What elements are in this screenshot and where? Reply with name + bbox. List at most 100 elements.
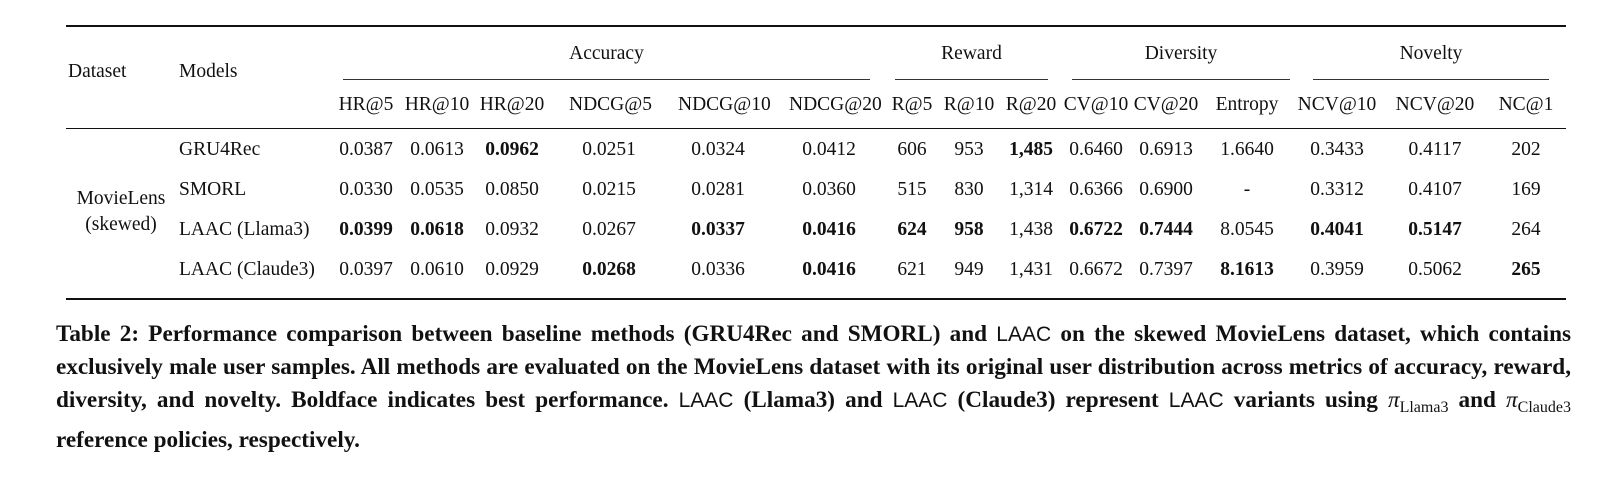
table-cell: 515 <box>897 179 927 200</box>
caption-laac: LAAC <box>678 389 734 412</box>
table-cell: 621 <box>897 259 927 280</box>
table-cell: 0.7444 <box>1139 219 1193 240</box>
table-cell: 830 <box>954 179 984 200</box>
caption-text: on the skewed MovieLens dataset, which c… <box>56 321 1571 413</box>
table-cell: 0.0932 <box>485 219 539 240</box>
table-cell: 0.0416 <box>802 219 856 240</box>
caption-pi-symbol: π <box>1506 387 1518 413</box>
table-cell: 0.4107 <box>1408 179 1462 200</box>
table-cell: 1,314 <box>1009 179 1053 200</box>
table-cell: 202 <box>1511 139 1541 160</box>
table-cell: 1.6640 <box>1220 139 1274 160</box>
caption-laac: LAAC <box>892 389 948 412</box>
table-cell: 0.0397 <box>339 259 393 280</box>
model-name: LAAC (Claude3) <box>179 259 315 280</box>
table-bottom-rule <box>66 298 1566 300</box>
metric-header: NCV@10 <box>1297 94 1377 115</box>
group-rule-reward <box>895 79 1048 80</box>
caption-subscript: Claude3 <box>1517 399 1571 416</box>
caption-pi-symbol: π <box>1387 387 1400 413</box>
group-header-diversity: Diversity <box>1144 43 1218 64</box>
table-cell: 169 <box>1511 179 1541 200</box>
group-header-novelty: Novelty <box>1399 43 1463 64</box>
metric-header: HR@10 <box>404 94 470 115</box>
table-cell: 0.0360 <box>802 179 856 200</box>
table-top-rule <box>66 25 1566 27</box>
group-rule-novelty <box>1313 79 1549 80</box>
caption-text: variants using <box>1223 387 1388 413</box>
table-cell: 0.0251 <box>582 139 636 160</box>
metric-header: NC@1 <box>1498 94 1554 115</box>
table-cell: 0.0610 <box>410 259 464 280</box>
table-header-rule <box>66 128 1566 130</box>
table-cell: 1,431 <box>1009 259 1053 280</box>
table-cell: 958 <box>954 219 984 240</box>
table-cell: 8.1613 <box>1220 259 1274 280</box>
metric-header: Entropy <box>1215 94 1279 115</box>
table-cell: 0.3312 <box>1310 179 1364 200</box>
metric-header: R@10 <box>943 94 995 115</box>
caption-laac: LAAC <box>1168 389 1224 412</box>
table-cell: 0.0215 <box>582 179 636 200</box>
metric-header: NDCG@20 <box>789 94 882 115</box>
metric-header: NDCG@10 <box>678 94 771 115</box>
dataset-header: Dataset <box>68 61 127 82</box>
metric-header: R@5 <box>891 94 933 115</box>
table-cell: 953 <box>954 139 984 160</box>
group-rule-accuracy <box>343 79 870 80</box>
table-cell: 0.6722 <box>1069 219 1123 240</box>
table-cell: 0.0412 <box>802 139 856 160</box>
table-cell: 0.0337 <box>691 219 745 240</box>
group-header-reward: Reward <box>941 43 1002 64</box>
table-cell: 0.3433 <box>1310 139 1364 160</box>
table-cell: 0.5147 <box>1408 219 1462 240</box>
models-header: Models <box>179 61 238 82</box>
table-cell: 0.6366 <box>1069 179 1123 200</box>
table-cell: 265 <box>1511 259 1541 280</box>
group-rule-diversity <box>1072 79 1290 80</box>
table-cell: 0.0618 <box>410 219 464 240</box>
dataset-name: MovieLens <box>76 188 166 209</box>
table-cell: 0.0281 <box>691 179 745 200</box>
table-cell: 1,485 <box>1009 139 1053 160</box>
table-cell: 1,438 <box>1009 219 1053 240</box>
metric-header: R@20 <box>1005 94 1057 115</box>
table-cell: - <box>1243 179 1251 200</box>
table-cell: 0.0613 <box>410 139 464 160</box>
metric-header: NCV@20 <box>1395 94 1475 115</box>
caption-text: reference policies, respectively. <box>56 427 360 453</box>
table-cell: 0.7397 <box>1139 259 1193 280</box>
table-cell: 0.4041 <box>1310 219 1364 240</box>
table-cell: 0.6900 <box>1139 179 1193 200</box>
table-cell: 8.0545 <box>1220 219 1274 240</box>
table-cell: 0.4117 <box>1408 139 1462 160</box>
table-cell: 0.0267 <box>582 219 636 240</box>
table-caption: Table 2: Performance comparison between … <box>56 318 1571 457</box>
metric-header: CV@20 <box>1133 94 1199 115</box>
caption-text: (Llama3) and <box>733 387 893 413</box>
table-cell: 0.6460 <box>1069 139 1123 160</box>
table-cell: 0.6913 <box>1139 139 1193 160</box>
model-name: GRU4Rec <box>179 139 261 160</box>
table-cell: 0.5062 <box>1408 259 1462 280</box>
metric-header: HR@20 <box>479 94 545 115</box>
metric-header: HR@5 <box>338 94 394 115</box>
table-cell: 0.0324 <box>691 139 745 160</box>
table-cell: 0.0535 <box>410 179 464 200</box>
caption-text: and <box>1448 387 1507 413</box>
metric-header: NDCG@5 <box>569 94 652 115</box>
table-cell: 0.3959 <box>1310 259 1364 280</box>
caption-laac: LAAC <box>996 323 1052 346</box>
table-cell: 264 <box>1511 219 1541 240</box>
table-cell: 0.0336 <box>691 259 745 280</box>
model-name: SMORL <box>179 179 247 200</box>
caption-text: (Claude3) represent <box>947 387 1169 413</box>
table-cell: 0.0850 <box>485 179 539 200</box>
table-cell: 624 <box>897 219 927 240</box>
table-cell: 606 <box>897 139 927 160</box>
table-cell: 0.0268 <box>582 259 636 280</box>
caption-subscript: Llama3 <box>1399 399 1449 416</box>
table-cell: 0.0399 <box>339 219 393 240</box>
metric-header: CV@10 <box>1063 94 1129 115</box>
table-cell: 0.6672 <box>1069 259 1123 280</box>
